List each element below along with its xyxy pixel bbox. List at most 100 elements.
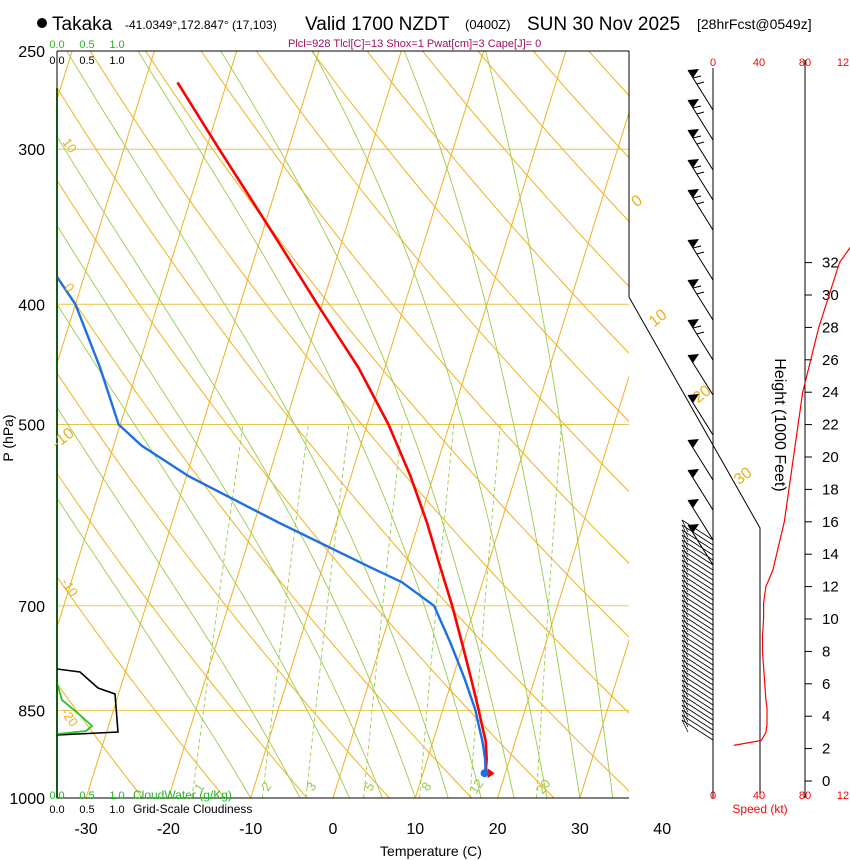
mixing-ratio-line xyxy=(536,424,562,798)
wind-barb-feather xyxy=(681,559,689,573)
wind-barb-pennant xyxy=(688,469,699,478)
wind-barb-feather xyxy=(692,285,702,289)
height-tick-label: 30 xyxy=(822,287,839,304)
wind-barb xyxy=(681,639,714,661)
cloudwater-bottom-tick: 0.0 xyxy=(49,790,64,802)
moist-adiabat-line xyxy=(57,406,301,798)
dry-adiabat-label: 10 xyxy=(59,135,80,155)
height-tick-label: 12 xyxy=(822,579,839,596)
wind-barb-feather xyxy=(681,574,689,588)
wind-barb xyxy=(681,624,714,646)
height-tick-label: 6 xyxy=(822,676,830,693)
surface-temperature-marker xyxy=(487,768,495,779)
wind-barb-feather xyxy=(692,245,702,249)
mixing-ratio-line xyxy=(305,424,350,798)
dry-adiabat-line xyxy=(145,51,629,638)
wind-barb-feather xyxy=(681,544,689,558)
wind-barb-pennant xyxy=(688,319,699,328)
wind-barb-feather xyxy=(681,594,689,608)
dry-adiabat-line xyxy=(311,51,629,423)
wind-barb xyxy=(681,619,714,641)
cloudwater-top-tick: 0.5 xyxy=(79,39,94,51)
wind-barb-feather xyxy=(681,719,689,733)
dry-adiabat-label: 0 xyxy=(61,280,77,295)
temperature-tick-label: 30 xyxy=(571,821,589,838)
wind-barb-feather xyxy=(681,589,689,603)
wind-barb-feather xyxy=(681,579,689,593)
stability-indices: Plcl=928 Tlcl[C]=13 Shox=1 Pwat[cm]=3 Ca… xyxy=(288,38,541,50)
wind-barb xyxy=(681,609,714,631)
pressure-tick-label: 500 xyxy=(18,418,45,435)
wind-barb xyxy=(681,659,714,681)
wind-barb xyxy=(681,629,714,651)
utc-time: (0400Z) xyxy=(465,17,511,32)
temperature-tick-label: 20 xyxy=(489,821,507,838)
height-tick-label: 4 xyxy=(822,708,830,725)
wind-barb xyxy=(681,524,714,546)
mixing-ratio-line xyxy=(469,424,501,798)
wind-barb-pennant xyxy=(688,239,699,248)
wind-barb xyxy=(681,634,714,656)
wind-barb-feather xyxy=(696,111,705,115)
moist-adiabat-line xyxy=(485,51,614,798)
wind-barb-feather xyxy=(696,291,705,295)
temperature-tick-label: -20 xyxy=(157,821,180,838)
cloudiness-bottom-tick: 0.5 xyxy=(79,804,94,816)
isotherm-line xyxy=(167,51,402,798)
height-axis-title: Height (1000 Feet) xyxy=(771,358,788,491)
dry-adiabat-line xyxy=(57,472,308,798)
wind-barb-feather xyxy=(692,105,702,109)
wind-barb-feather xyxy=(681,694,689,708)
wind-barb-feather xyxy=(681,714,689,728)
moist-adiabat-line xyxy=(57,224,383,798)
station-dot-icon xyxy=(37,18,47,28)
wind-barb-feather xyxy=(681,644,689,658)
mixing-ratio-label: 12 xyxy=(466,776,487,796)
wind-barb-feather xyxy=(681,639,689,653)
height-tick-label: 0 xyxy=(822,773,830,790)
wind-barb-feather xyxy=(681,624,689,638)
cloudwater-bottom-tick: 1.0 xyxy=(109,790,124,802)
cloudiness-top-tick: 0.0 xyxy=(49,55,64,67)
temperature-tick-label: -10 xyxy=(239,821,262,838)
wind-barb xyxy=(681,709,714,731)
wind-barb xyxy=(681,704,714,726)
isotherm-label: 10 xyxy=(646,306,671,330)
cloudwater-bottom-tick: 0.5 xyxy=(79,790,94,802)
isotherm-label: 20 xyxy=(690,382,715,406)
wind-barb xyxy=(681,644,714,666)
height-tick-label: 16 xyxy=(822,514,839,531)
wind-speed-profile-line xyxy=(733,246,850,746)
cloudiness-top-tick: 0.5 xyxy=(79,55,94,67)
wind-barb xyxy=(681,649,714,671)
wind-barb xyxy=(681,664,714,686)
moist-adiabat-line xyxy=(137,51,482,798)
dry-adiabat-line xyxy=(57,274,473,798)
wind-barb-feather xyxy=(681,659,689,673)
isotherm-line xyxy=(497,374,629,798)
wind-barb-pennant xyxy=(688,99,699,108)
wind-barb-feather xyxy=(681,684,689,698)
mixing-ratio-label: 20 xyxy=(533,776,554,796)
wind-barb xyxy=(681,554,714,576)
wind-barb xyxy=(681,604,714,626)
wind-barb xyxy=(681,614,714,636)
wind-speed-bottom-tick: 12 xyxy=(837,790,849,802)
height-tick-label: 22 xyxy=(822,417,839,434)
mixing-ratio-label: 2 xyxy=(258,779,274,794)
temperature-tick-label: 10 xyxy=(406,821,424,838)
isotherm-label: 0 xyxy=(628,192,646,211)
wind-barb xyxy=(681,584,714,606)
height-tick-label: 20 xyxy=(822,449,839,466)
wind-speed-top-tick: 40 xyxy=(753,57,765,69)
cloudwater-top-tick: 0.0 xyxy=(49,39,64,51)
wind-barb-feather xyxy=(681,664,689,678)
wind-barb-pennant xyxy=(688,394,699,403)
wind-barb-feather xyxy=(681,549,689,563)
wind-barb xyxy=(681,574,714,596)
mixing-ratio-line xyxy=(419,424,455,798)
wind-barb-feather xyxy=(681,609,689,623)
temperature-axis-title: Temperature (C) xyxy=(380,843,482,859)
wind-barb-feather xyxy=(681,584,689,598)
wind-barb-pennant xyxy=(688,439,699,448)
